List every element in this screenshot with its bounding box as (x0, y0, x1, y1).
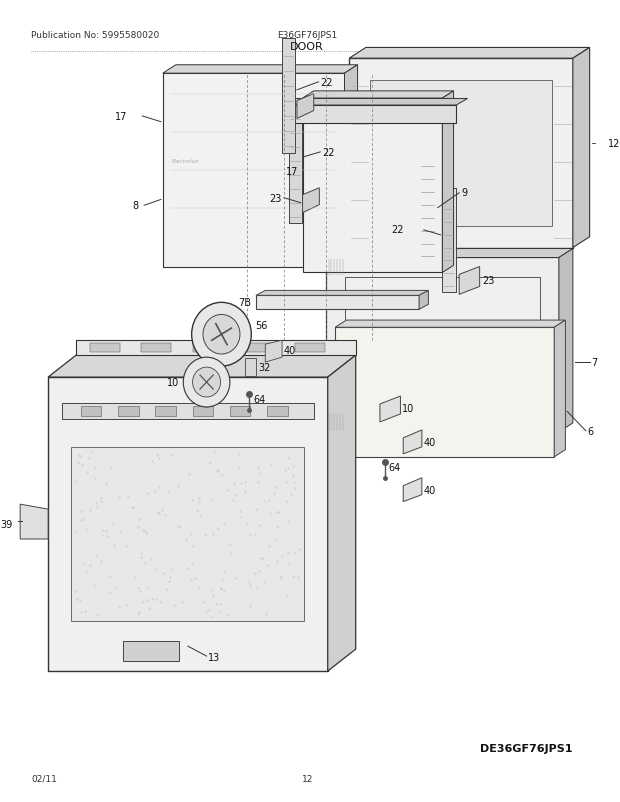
Polygon shape (62, 403, 314, 419)
Polygon shape (443, 91, 454, 273)
Polygon shape (345, 66, 358, 268)
Polygon shape (380, 396, 401, 423)
Polygon shape (419, 154, 436, 263)
Polygon shape (193, 407, 213, 416)
Polygon shape (71, 448, 304, 622)
Polygon shape (265, 341, 282, 363)
Polygon shape (288, 104, 302, 223)
Text: DE36GF76JPS1: DE36GF76JPS1 (480, 743, 572, 753)
Text: 22: 22 (322, 148, 335, 158)
Polygon shape (443, 188, 456, 293)
Polygon shape (245, 358, 256, 377)
Polygon shape (256, 296, 419, 310)
Polygon shape (573, 48, 590, 249)
Polygon shape (345, 278, 540, 412)
Text: 64: 64 (388, 462, 401, 472)
Polygon shape (163, 66, 358, 74)
Text: Electrolux: Electrolux (172, 159, 200, 164)
Polygon shape (335, 321, 565, 328)
Text: 17: 17 (286, 167, 298, 177)
Polygon shape (48, 356, 356, 378)
Circle shape (192, 303, 251, 367)
Polygon shape (193, 344, 223, 353)
Text: 7B: 7B (238, 298, 251, 308)
Circle shape (184, 358, 230, 407)
Circle shape (193, 367, 221, 398)
Text: 22: 22 (321, 78, 333, 87)
Text: 02/11: 02/11 (32, 774, 57, 783)
Polygon shape (303, 91, 454, 99)
Text: 12: 12 (608, 140, 620, 149)
Polygon shape (303, 188, 319, 213)
Text: 9: 9 (461, 188, 467, 197)
Polygon shape (141, 344, 171, 353)
Text: Publication No: 5995580020: Publication No: 5995580020 (32, 31, 159, 40)
Text: 6: 6 (588, 427, 594, 436)
Polygon shape (282, 39, 295, 154)
Text: 64: 64 (253, 395, 265, 404)
Polygon shape (554, 321, 565, 457)
Polygon shape (335, 328, 554, 457)
Text: 8: 8 (133, 201, 138, 211)
Circle shape (203, 315, 240, 354)
Polygon shape (244, 344, 273, 353)
Polygon shape (295, 344, 325, 353)
Polygon shape (267, 407, 288, 416)
Polygon shape (349, 48, 590, 59)
Polygon shape (20, 504, 48, 540)
Text: 40: 40 (423, 485, 436, 495)
Text: E36GF76JPS1: E36GF76JPS1 (277, 31, 337, 40)
Polygon shape (163, 74, 345, 268)
Polygon shape (123, 642, 179, 662)
Text: 10: 10 (402, 403, 415, 414)
Text: 23: 23 (270, 193, 282, 204)
Polygon shape (76, 341, 356, 356)
Polygon shape (284, 99, 467, 106)
Polygon shape (459, 267, 480, 295)
Polygon shape (328, 356, 356, 671)
Polygon shape (303, 99, 443, 273)
Polygon shape (349, 59, 573, 249)
Polygon shape (370, 81, 552, 226)
Polygon shape (90, 344, 120, 353)
Text: 40: 40 (284, 346, 296, 356)
Polygon shape (326, 249, 573, 258)
Text: 56: 56 (255, 320, 267, 330)
Polygon shape (230, 407, 250, 416)
Polygon shape (326, 258, 559, 432)
Text: 10: 10 (167, 378, 180, 387)
Polygon shape (297, 95, 314, 119)
Polygon shape (559, 249, 573, 432)
Text: 17: 17 (115, 111, 127, 122)
Text: 7: 7 (591, 358, 598, 367)
Text: 13: 13 (208, 652, 221, 662)
Text: 22: 22 (391, 225, 404, 234)
Text: 12: 12 (301, 774, 313, 783)
Text: 23: 23 (482, 276, 495, 286)
Polygon shape (81, 407, 101, 416)
Polygon shape (284, 106, 456, 124)
Polygon shape (118, 407, 138, 416)
Polygon shape (155, 407, 176, 416)
Text: 39: 39 (1, 520, 12, 529)
Polygon shape (48, 378, 328, 671)
Polygon shape (403, 478, 422, 502)
Text: DOOR: DOOR (290, 43, 324, 52)
Text: 32: 32 (258, 363, 270, 373)
Polygon shape (256, 291, 428, 296)
Text: 40: 40 (423, 437, 436, 448)
Polygon shape (419, 291, 428, 310)
Polygon shape (403, 431, 422, 454)
